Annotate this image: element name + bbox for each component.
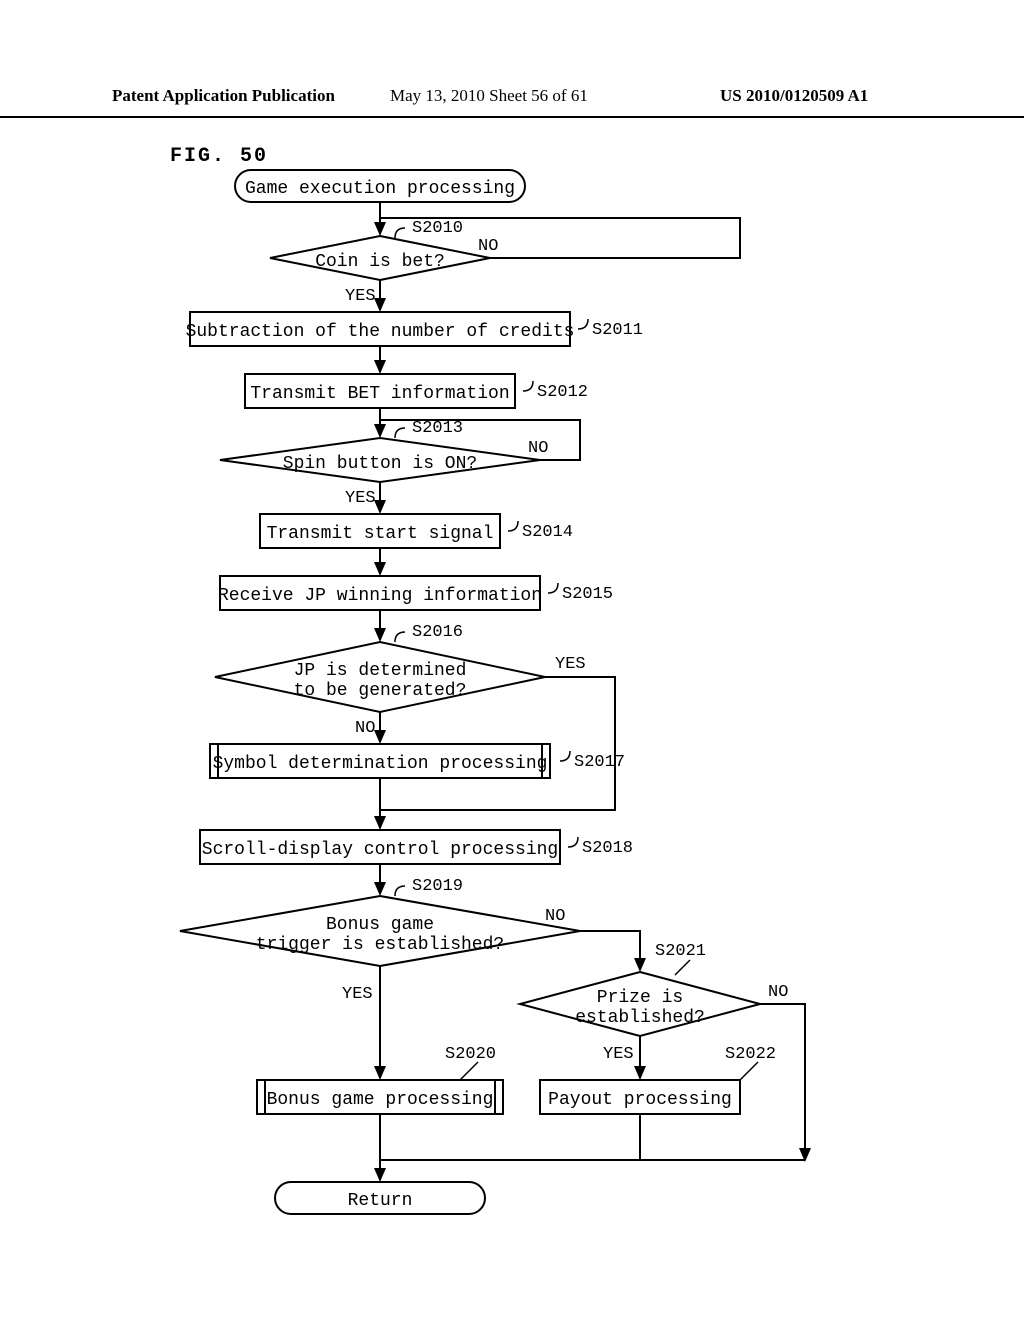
node-d2019: Bonus game trigger is established? <box>180 896 580 966</box>
d2010-text: Coin is bet? <box>315 252 445 272</box>
p2017-text: Symbol determination processing <box>213 754 548 774</box>
node-p2014: Transmit start signal <box>260 514 500 548</box>
p2022-text: Payout processing <box>548 1090 732 1110</box>
d2013-no: NO <box>528 439 548 458</box>
node-d2021: Prize is established? <box>520 972 760 1036</box>
p2020-text: Bonus game processing <box>267 1090 494 1110</box>
node-d2010: Coin is bet? <box>270 236 490 280</box>
d2013-text: Spin button is ON? <box>283 454 477 474</box>
step-s2021: S2021 <box>655 942 706 961</box>
page: Patent Application Publication May 13, 2… <box>0 0 1024 1320</box>
p2015-text: Receive JP winning information <box>218 586 542 606</box>
p2018-text: Scroll-display control processing <box>202 840 558 860</box>
step-s2013: S2013 <box>412 419 463 438</box>
step-s2014: S2014 <box>522 523 573 542</box>
return-text: Return <box>348 1191 413 1211</box>
node-d2013: Spin button is ON? <box>220 438 540 482</box>
d2019-text-l1: Bonus game <box>326 915 434 935</box>
node-p2011: Subtraction of the number of credits <box>186 312 575 346</box>
node-p2020: Bonus game processing <box>257 1080 503 1114</box>
node-p2017: Symbol determination processing <box>210 744 550 778</box>
d2019-no: NO <box>545 907 565 926</box>
node-p2018: Scroll-display control processing <box>200 830 560 864</box>
step-s2010: S2010 <box>412 219 463 238</box>
d2021-text-l2: established? <box>575 1008 705 1028</box>
step-s2015: S2015 <box>562 585 613 604</box>
step-s2019: S2019 <box>412 877 463 896</box>
d2013-yes: YES <box>345 489 376 508</box>
step-s2017: S2017 <box>574 753 625 772</box>
d2021-yes: YES <box>603 1045 634 1064</box>
step-s2020: S2020 <box>445 1045 496 1064</box>
start-text: Game execution processing <box>245 179 515 199</box>
step-s2018: S2018 <box>582 839 633 858</box>
step-s2011: S2011 <box>592 321 643 340</box>
d2019-text-l2: trigger is established? <box>256 935 504 955</box>
d2016-no: NO <box>355 719 375 738</box>
node-d2016: JP is determined to be generated? <box>215 642 545 712</box>
step-s2012: S2012 <box>537 383 588 402</box>
d2021-text-l1: Prize is <box>597 988 683 1008</box>
d2010-yes: YES <box>345 287 376 306</box>
d2021-no: NO <box>768 983 788 1002</box>
p2012-text: Transmit BET information <box>250 384 509 404</box>
d2019-yes: YES <box>342 985 373 1004</box>
node-start: Game execution processing <box>235 170 525 202</box>
node-p2012: Transmit BET information <box>245 374 515 408</box>
node-return: Return <box>275 1182 485 1214</box>
d2010-no: NO <box>478 237 498 256</box>
d2016-text-l1: JP is determined <box>294 661 467 681</box>
d2016-yes: YES <box>555 655 586 674</box>
step-s2022: S2022 <box>725 1045 776 1064</box>
step-s2016: S2016 <box>412 623 463 642</box>
d2016-text-l2: to be generated? <box>294 681 467 701</box>
flowchart: Game execution processing S2010 Coin is … <box>0 0 1024 1320</box>
p2011-text: Subtraction of the number of credits <box>186 322 575 342</box>
p2014-text: Transmit start signal <box>267 524 494 544</box>
node-p2015: Receive JP winning information <box>218 576 542 610</box>
node-p2022: Payout processing <box>540 1080 740 1114</box>
